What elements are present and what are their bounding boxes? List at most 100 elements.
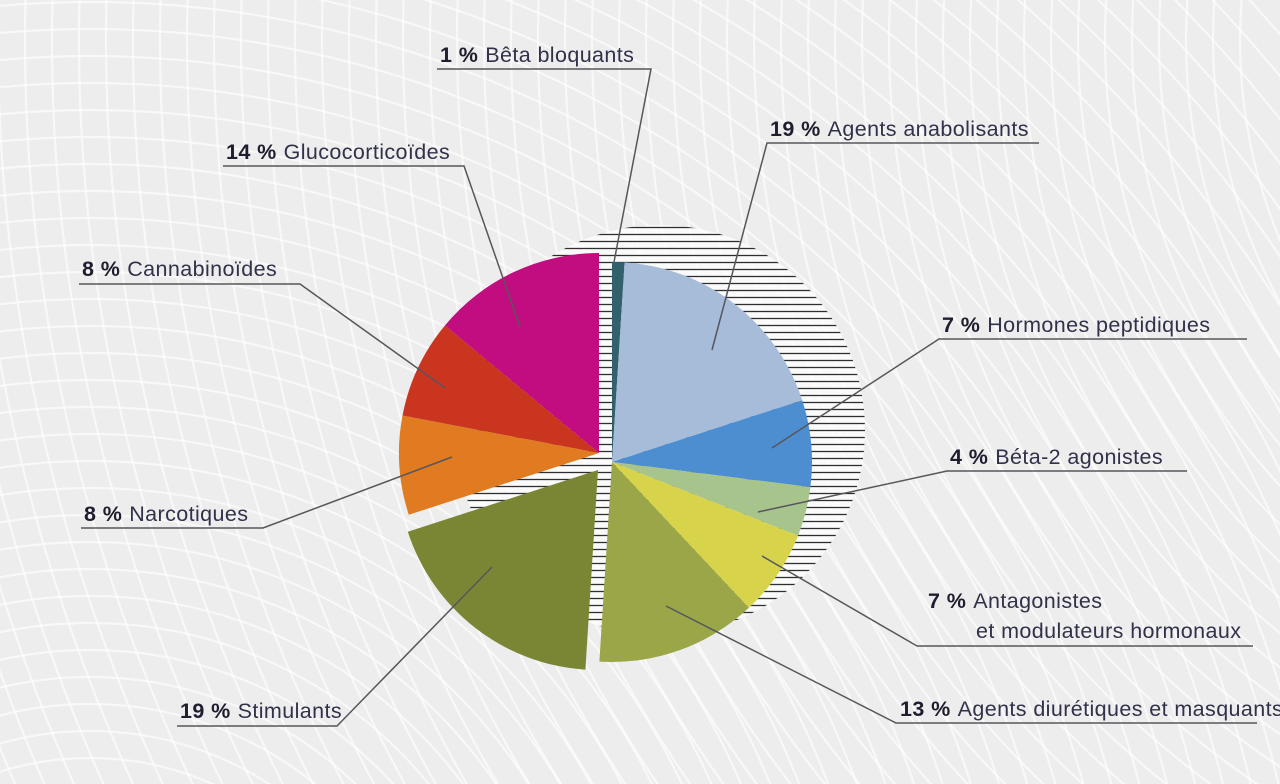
pie-slice-b-ta-2-agonistes xyxy=(612,462,811,536)
watermark-arc xyxy=(0,649,395,784)
pie-slice-glucocortico-des xyxy=(444,253,599,453)
label-agents-anabolisants: 19 % Agents anabolisants xyxy=(770,117,1029,141)
watermark-arc xyxy=(78,0,255,784)
watermark-arc xyxy=(969,0,1280,669)
watermark-arc xyxy=(780,0,1126,784)
leader-line-beta2-agonistes xyxy=(757,470,1187,513)
watermark-arc xyxy=(348,0,563,784)
watermark-arc xyxy=(0,325,772,784)
watermark-arc xyxy=(240,0,438,784)
watermark-arc xyxy=(0,1,1113,784)
watermark-arc xyxy=(1077,0,1280,526)
watermark-arc xyxy=(888,0,1280,768)
watermark-arc xyxy=(699,0,1007,784)
pie-slice-cannabino-des xyxy=(402,325,599,453)
pie-slice-agents-anabolisants xyxy=(612,262,803,462)
watermark-arc xyxy=(0,460,623,784)
label-glucocorticoides: 14 % Glucocorticoïdes xyxy=(226,140,450,164)
watermark-arc xyxy=(0,595,465,784)
watermark-arc xyxy=(0,568,498,784)
watermark-arc xyxy=(0,28,1085,784)
watermark-arc xyxy=(159,0,346,784)
watermark-arc xyxy=(0,163,944,784)
watermark-arc xyxy=(510,0,759,784)
watermark-arc xyxy=(294,0,500,784)
watermark-arc xyxy=(753,0,1085,784)
watermark-arc xyxy=(0,433,653,784)
watermark-arc xyxy=(726,0,1046,784)
watermark-arc xyxy=(0,136,972,784)
watermark-arc xyxy=(24,0,195,784)
pie-slices xyxy=(398,253,812,670)
watermark-arc xyxy=(618,0,897,784)
leader-line-beta-bloquants xyxy=(437,68,652,263)
watermark-arc xyxy=(0,406,683,784)
watermark-arc xyxy=(213,0,407,784)
pie-slice-hormones-peptidiques xyxy=(612,400,812,488)
callout-labels: 1 % Bêta bloquants 19 % Agents anabolisant… xyxy=(82,43,1280,723)
watermark-arc xyxy=(0,109,1000,784)
watermark-arc xyxy=(0,514,562,784)
label-narcotiques: 8 % Narcotiques xyxy=(84,502,248,526)
watermark-arc xyxy=(0,217,887,784)
watermark-arc xyxy=(942,0,1280,703)
watermark-arc xyxy=(0,703,317,784)
watermark-arc xyxy=(402,0,627,784)
watermark-arc xyxy=(0,298,801,784)
label-antagonistes-line1: 7 % Antagonistes xyxy=(928,589,1102,613)
watermark-arc xyxy=(0,756,216,784)
watermark-arc xyxy=(861,0,1260,784)
label-hormones-peptidiques: 7 % Hormones peptidiques xyxy=(942,313,1210,337)
watermark-arc xyxy=(267,0,469,784)
leader-line-agents-diuretiques xyxy=(665,605,1257,724)
watermark-arc xyxy=(996,0,1280,635)
label-beta2-agonistes: 4 % Béta-2 agonistes xyxy=(950,445,1163,469)
watermark-arc xyxy=(321,0,532,784)
label-antagonistes-line2: et modulateurs hormonaux xyxy=(976,619,1241,643)
label-beta-bloquants: 1 % Bêta bloquants xyxy=(440,43,634,67)
watermark-arc xyxy=(0,622,431,784)
leader-lines xyxy=(79,68,1257,727)
watermark-arc xyxy=(807,0,1169,784)
watermark-arc xyxy=(0,55,1057,784)
watermark-arc xyxy=(0,82,1029,784)
watermark-arc xyxy=(537,0,793,784)
watermark-arc xyxy=(1023,0,1280,600)
leader-line-cannabinoides xyxy=(79,283,446,389)
pie-slice-b-ta-bloquants xyxy=(612,262,625,462)
label-agents-diuretiques: 13 % Agents diurétiques et masquants xyxy=(900,697,1280,721)
watermark-arc xyxy=(483,0,726,784)
watermark-arc xyxy=(915,0,1280,736)
label-stimulants: 19 % Stimulants xyxy=(180,699,342,723)
leader-line-hormones-peptidiques xyxy=(771,338,1247,449)
watermark-arc xyxy=(456,0,692,784)
leader-line-glucocorticoides xyxy=(223,165,521,328)
leader-line-agents-anabolisants xyxy=(711,142,1039,351)
pie-slice-narcotiques xyxy=(398,415,599,515)
pie-slice-agents-diur-tiques-et-masquants xyxy=(599,462,749,662)
watermark-arc xyxy=(186,0,376,784)
watermark-arc xyxy=(51,0,225,784)
pie-slice-antagonistes-et-modulateurs-hormonaux xyxy=(612,462,798,608)
watermark-arc xyxy=(0,487,593,784)
watermark-arc xyxy=(1212,0,1280,305)
watermark-arc xyxy=(1104,0,1280,488)
watermark-arc xyxy=(0,676,358,784)
watermark-arc xyxy=(1239,0,1280,243)
watermark-arc xyxy=(0,541,530,784)
watermark-arc xyxy=(105,0,285,784)
watermark-arc xyxy=(375,0,595,784)
watermark-arc xyxy=(0,379,713,784)
leader-line-stimulants xyxy=(177,566,493,727)
watermark-arc xyxy=(429,0,660,784)
watermark-arc xyxy=(645,0,933,784)
watermark-arc xyxy=(1131,0,1280,447)
watermark-arc xyxy=(591,0,862,784)
watermark-arc xyxy=(1158,0,1280,404)
watermark-arc xyxy=(0,729,271,784)
leader-line-antagonistes xyxy=(761,555,1253,647)
watermark-arc xyxy=(1185,0,1280,357)
label-cannabinoides: 8 % Cannabinoïdes xyxy=(82,257,277,281)
